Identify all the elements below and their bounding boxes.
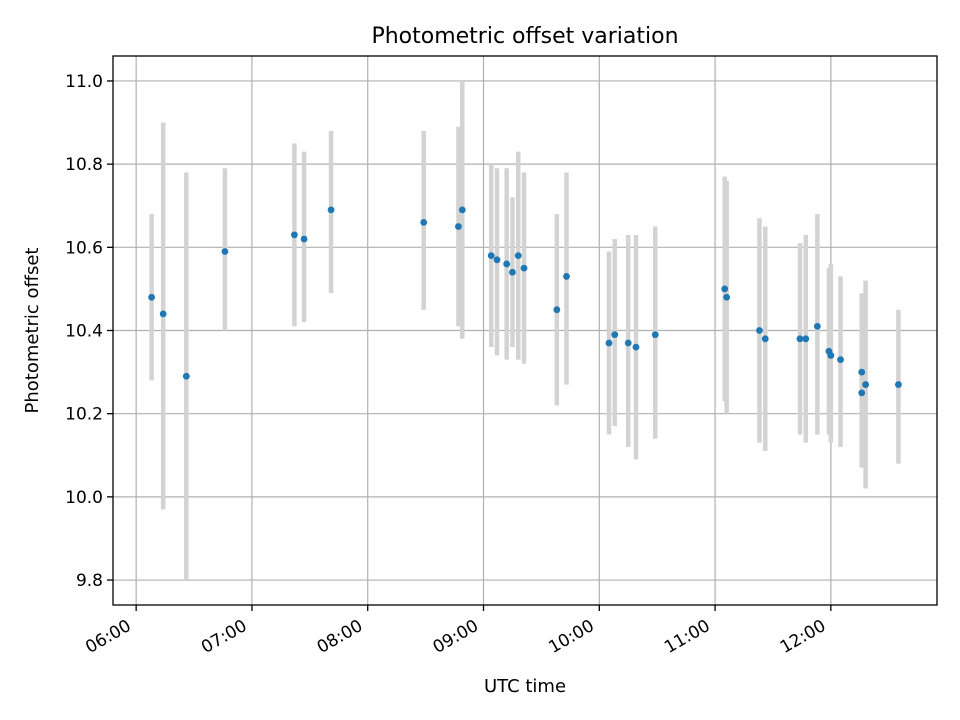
y-tick-label: 10.8 (65, 155, 103, 175)
y-tick-label: 9.8 (76, 571, 103, 591)
data-point (827, 352, 835, 359)
data-point (290, 231, 298, 239)
x-tick-label: 08:00 (314, 616, 366, 658)
data-point (221, 248, 229, 255)
x-tick-label: 07:00 (198, 616, 250, 658)
data-point (858, 368, 866, 376)
x-tick-label: 12:00 (777, 616, 829, 658)
data-point (651, 331, 659, 339)
data-point (624, 339, 632, 347)
data-point (503, 260, 511, 268)
data-point (300, 235, 308, 243)
data-point (858, 389, 866, 397)
tick-layer: 06:00 07:00 08:00 09:00 10:00 11:00 12:00 9.8 10… (65, 72, 832, 658)
data-point (458, 206, 466, 214)
data-point (723, 293, 731, 301)
data-point (420, 218, 428, 226)
grid-layer (113, 56, 937, 605)
data-point (895, 381, 902, 388)
data-point (796, 335, 804, 343)
data-point (862, 381, 869, 388)
data-point (520, 264, 528, 272)
data-point (159, 310, 167, 318)
data-point (605, 339, 613, 347)
data-point (802, 335, 810, 343)
x-tick-label: 10:00 (545, 616, 597, 658)
y-tick-label: 10.2 (65, 405, 103, 425)
data-point (563, 273, 570, 280)
data-point (611, 331, 619, 339)
y-tick-label: 10.4 (65, 322, 103, 342)
x-tick-label: 11:00 (661, 616, 713, 658)
data-point (632, 343, 640, 351)
data-point (721, 285, 729, 293)
x-axis-label: UTC time (484, 676, 566, 697)
data-point (493, 256, 501, 264)
y-tick-label: 11.0 (65, 72, 103, 92)
data-point (756, 327, 763, 334)
data-point (327, 206, 335, 214)
data-point (837, 356, 844, 364)
data-point (455, 223, 462, 230)
data-point (509, 268, 516, 276)
data-point (553, 306, 561, 314)
chart-title: Photometric offset variation (371, 24, 678, 49)
data-point (514, 252, 522, 260)
data-point (182, 372, 190, 380)
data-point (761, 335, 769, 343)
data-point (148, 293, 155, 301)
y-tick-label: 10.6 (65, 238, 103, 258)
y-axis-label: Photometric offset (22, 248, 43, 414)
data-point (487, 252, 495, 260)
y-tick-label: 10.0 (65, 488, 103, 508)
x-tick-label: 06:00 (82, 616, 134, 658)
x-tick-label: 09:00 (430, 616, 482, 658)
point-layer (148, 206, 902, 397)
data-point (813, 322, 821, 330)
